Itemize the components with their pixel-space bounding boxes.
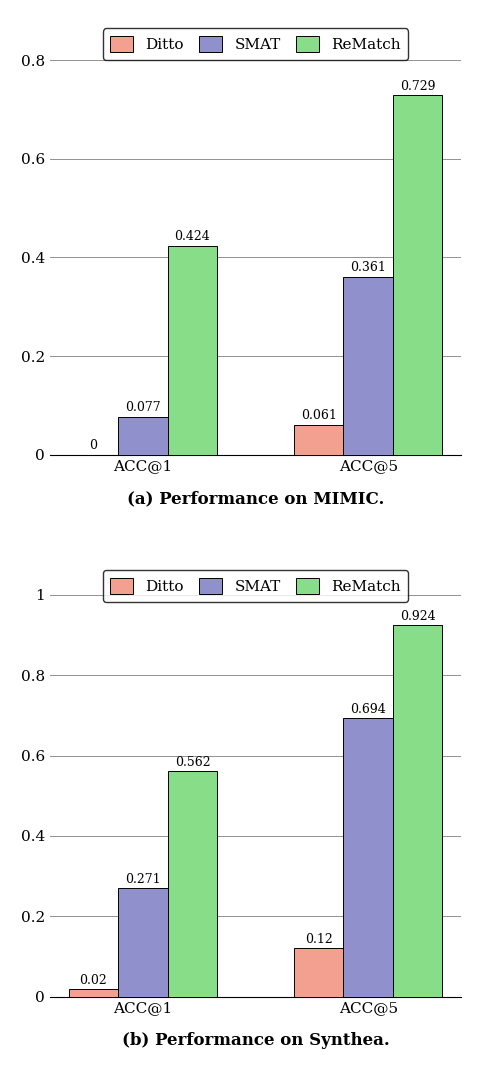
Text: 0.694: 0.694	[350, 703, 386, 716]
Text: 0.361: 0.361	[350, 261, 386, 274]
Bar	[393, 95, 442, 455]
Bar	[343, 277, 393, 455]
X-axis label: (a) Performance on MIMIC.: (a) Performance on MIMIC.	[127, 490, 384, 507]
Text: 0.271: 0.271	[125, 873, 161, 886]
Bar	[118, 888, 168, 996]
Text: 0.729: 0.729	[400, 80, 435, 93]
Text: 0: 0	[89, 439, 97, 453]
Text: 0.12: 0.12	[305, 933, 333, 947]
Bar	[393, 626, 442, 996]
Legend: Ditto, SMAT, ReMatch: Ditto, SMAT, ReMatch	[103, 29, 408, 60]
Legend: Ditto, SMAT, ReMatch: Ditto, SMAT, ReMatch	[103, 570, 408, 601]
Bar	[294, 425, 343, 455]
Text: 0.424: 0.424	[174, 230, 210, 243]
Text: 0.924: 0.924	[400, 611, 436, 624]
Text: 0.562: 0.562	[174, 755, 210, 769]
Bar	[343, 718, 393, 996]
Text: 0.077: 0.077	[125, 401, 161, 414]
Bar	[68, 989, 118, 996]
Bar	[294, 948, 343, 996]
Bar	[168, 770, 217, 996]
Text: 0.02: 0.02	[80, 974, 107, 987]
X-axis label: (b) Performance on Synthea.: (b) Performance on Synthea.	[121, 1033, 389, 1050]
Text: 0.061: 0.061	[301, 409, 336, 423]
Bar	[168, 246, 217, 455]
Bar	[118, 416, 168, 455]
